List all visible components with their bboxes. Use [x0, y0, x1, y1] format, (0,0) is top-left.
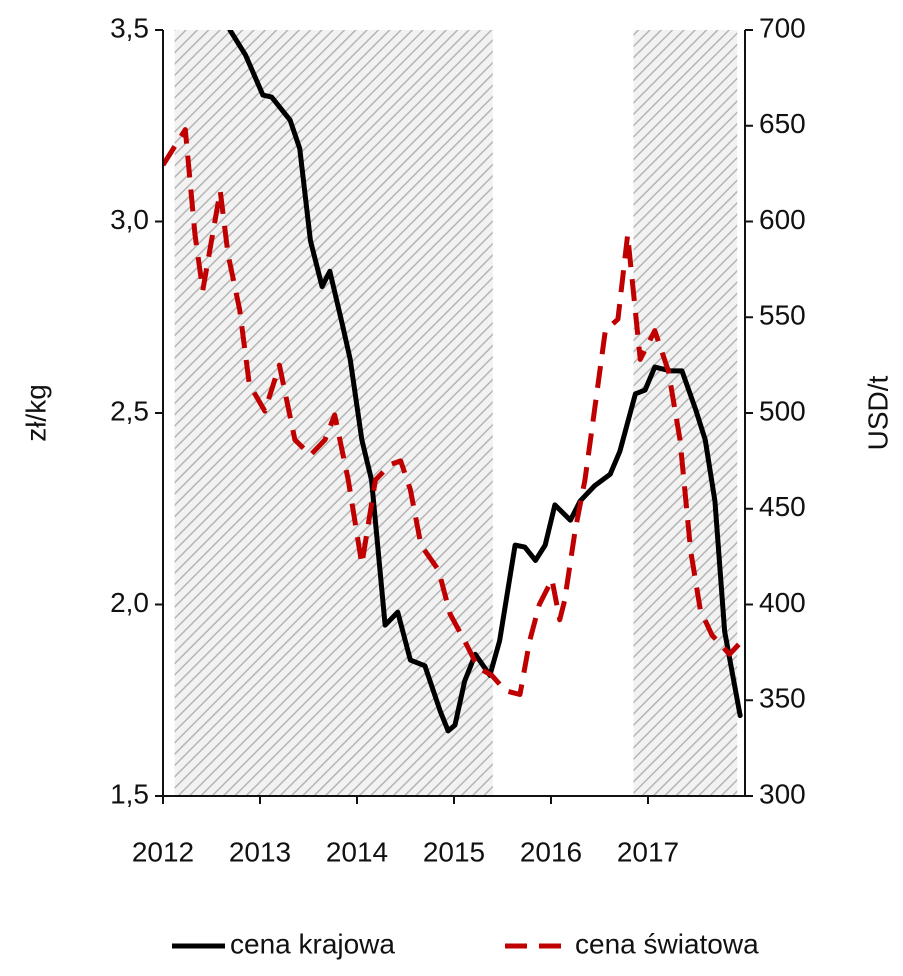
shaded-period	[633, 30, 738, 796]
legend-label: cena światowa	[575, 928, 759, 959]
y2-tick-label: 300	[759, 778, 806, 809]
y-tick-label: 3,0	[110, 204, 149, 235]
y-tick-label: 1,5	[110, 778, 149, 809]
y-axis-label: zł/kg	[20, 384, 51, 442]
x-tick-label: 2017	[617, 836, 679, 867]
y2-tick-label: 400	[759, 587, 806, 618]
y2-tick-label: 700	[759, 12, 806, 43]
y-tick-label: 2,5	[110, 395, 149, 426]
y2-tick-label: 500	[759, 395, 806, 426]
x-tick-label: 2016	[520, 836, 582, 867]
y2-tick-label: 350	[759, 683, 806, 714]
y-tick-label: 3,5	[110, 12, 149, 43]
y2-tick-label: 600	[759, 204, 806, 235]
x-tick-label: 2013	[229, 836, 291, 867]
legend-label: cena krajowa	[230, 928, 395, 959]
y2-tick-label: 450	[759, 491, 806, 522]
y-tick-label: 2,0	[110, 587, 149, 618]
x-tick-label: 2012	[132, 836, 194, 867]
y2-axis-label: USD/t	[862, 375, 893, 450]
x-tick-label: 2015	[423, 836, 485, 867]
series-line	[227, 30, 743, 734]
y2-tick-label: 650	[759, 108, 806, 139]
y2-tick-label: 550	[759, 300, 806, 331]
x-tick-label: 2014	[326, 836, 388, 867]
series-line	[163, 127, 744, 698]
